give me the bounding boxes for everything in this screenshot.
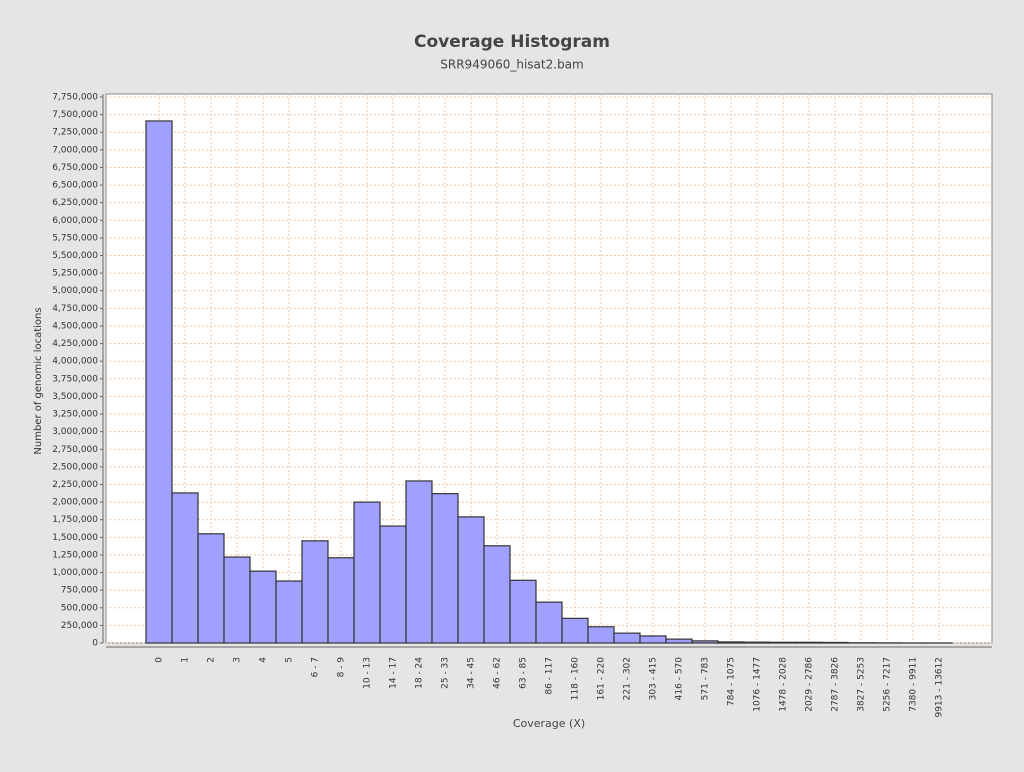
bar [458,517,484,643]
x-tick-label: 221 - 302 [623,657,633,700]
x-tick-label: 784 - 1075 [727,657,737,706]
chart-title: Coverage Histogram [414,32,610,52]
bar [224,557,250,643]
y-tick-label: 1,750,000 [52,515,98,525]
y-tick-label: 2,500,000 [52,462,98,472]
y-tick-label: 3,250,000 [52,410,98,420]
bar [640,636,666,643]
y-tick-label: 6,000,000 [52,216,98,226]
x-tick-label: 25 - 33 [441,657,451,689]
y-tick-label: 4,000,000 [52,357,98,367]
x-tick-label: 571 - 783 [701,657,711,700]
x-tick-label: 46 - 62 [493,657,503,689]
x-tick-label: 63 - 85 [519,657,529,689]
y-tick-label: 7,000,000 [52,145,98,155]
y-tick-label: 1,000,000 [52,568,98,578]
y-tick-label: 750,000 [61,586,98,596]
bar [822,642,848,643]
x-tick-label: 118 - 160 [571,657,581,701]
y-tick-label: 2,750,000 [52,445,98,455]
x-tick-label: 14 - 17 [389,657,399,689]
bar [796,642,822,643]
x-tick-label: 3827 - 5253 [857,657,867,712]
x-tick-label: 5256 - 7217 [883,657,893,712]
bar [406,481,432,643]
y-tick-label: 6,750,000 [52,163,98,173]
y-tick-label: 5,500,000 [52,251,98,261]
y-tick-label: 1,500,000 [52,533,98,543]
x-tick-label: 1 [181,657,191,663]
bar [172,493,198,643]
y-tick-label: 3,000,000 [52,427,98,437]
bar [666,639,692,643]
bar [302,541,328,643]
x-tick-label: 2 [207,657,217,663]
x-tick-label: 18 - 24 [415,657,425,689]
y-tick-label: 4,250,000 [52,339,98,349]
y-tick-label: 3,750,000 [52,374,98,384]
bar [354,502,380,643]
bar [328,558,354,643]
y-tick-label: 250,000 [61,621,98,631]
bar [484,546,510,643]
bar [146,121,172,643]
bar [510,580,536,643]
x-tick-label: 7380 - 9911 [909,657,919,712]
bar [250,571,276,643]
x-tick-label: 4 [259,657,269,663]
y-tick-label: 1,250,000 [52,550,98,560]
y-tick-label: 2,000,000 [52,498,98,508]
x-tick-label: 0 [155,657,165,663]
y-tick-label: 5,000,000 [52,286,98,296]
y-tick-label: 4,750,000 [52,304,98,314]
bar [588,627,614,643]
y-tick-label: 5,750,000 [52,233,98,243]
y-tick-label: 7,500,000 [52,110,98,120]
x-tick-label: 10 - 13 [363,657,373,689]
bar [614,633,640,643]
bar [770,642,796,643]
y-tick-label: 5,250,000 [52,269,98,279]
x-axis-label: Coverage (X) [513,717,585,730]
bar [562,618,588,643]
x-tick-label: 2029 - 2786 [805,657,815,712]
x-tick-label: 1076 - 1477 [753,657,763,712]
x-tick-label: 86 - 117 [545,657,555,695]
bar [432,494,458,643]
x-tick-label: 1478 - 2028 [779,657,789,712]
x-tick-label: 2787 - 3826 [831,657,841,712]
bar [718,642,744,643]
x-tick-label: 303 - 415 [649,657,659,700]
y-tick-label: 6,500,000 [52,181,98,191]
bar [276,581,302,643]
x-tick-label: 5 [285,657,295,663]
bar [198,534,224,643]
y-tick-label: 4,500,000 [52,321,98,331]
y-tick-label: 500,000 [61,603,98,613]
x-tick-label: 416 - 570 [675,657,685,701]
y-tick-label: 2,250,000 [52,480,98,490]
chart-subtitle: SRR949060_hisat2.bam [440,58,583,72]
bar [536,602,562,643]
x-tick-label: 9913 - 13612 [935,657,945,718]
x-tick-label: 161 - 220 [597,657,607,701]
bar [692,641,718,643]
y-axis-label: Number of genomic locations [33,307,44,454]
y-tick-label: 3,500,000 [52,392,98,402]
x-tick-label: 34 - 45 [467,657,477,689]
y-tick-label: 7,250,000 [52,128,98,138]
x-tick-label: 3 [233,657,243,663]
y-tick-label: 7,750,000 [52,93,98,103]
x-tick-label: 8 - 9 [337,657,347,678]
bar [744,642,770,643]
bar [380,526,406,643]
y-tick-label: 6,250,000 [52,198,98,208]
y-tick-label: 0 [92,639,98,649]
x-tick-label: 6 - 7 [311,657,321,677]
